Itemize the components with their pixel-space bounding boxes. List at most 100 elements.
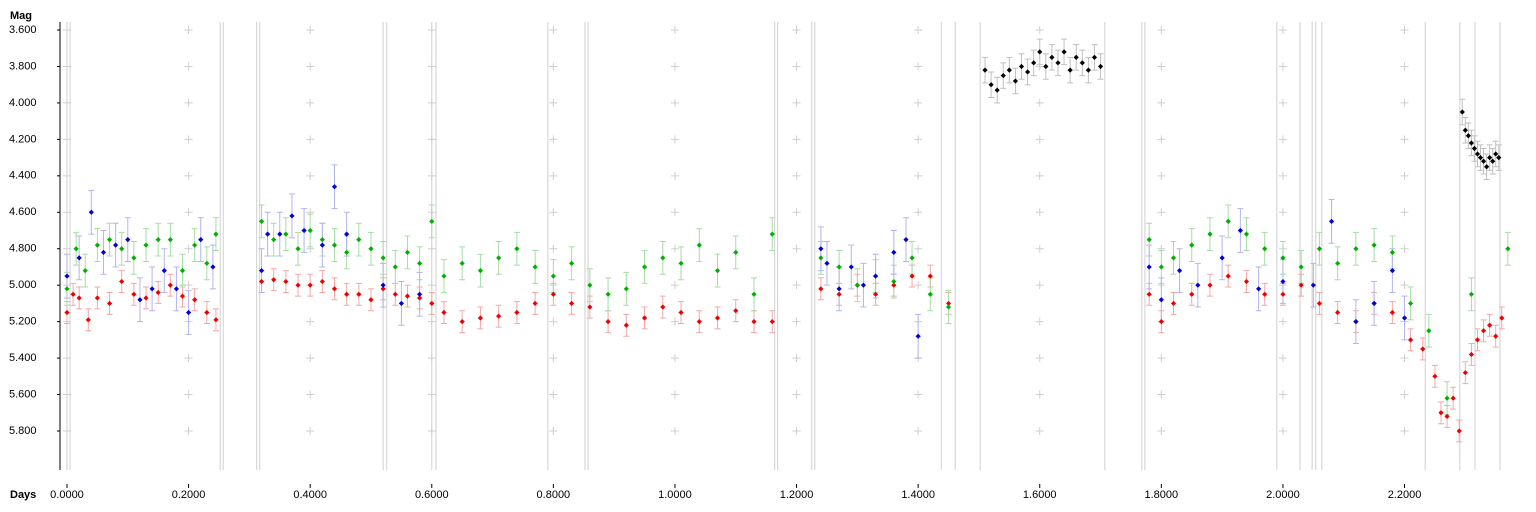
x-tick-label: 1.0000 (658, 489, 692, 501)
grid-cross (1400, 354, 1409, 363)
data-point (1462, 127, 1468, 133)
grid-cross (184, 244, 193, 253)
data-point (1012, 78, 1019, 84)
grid-cross (792, 171, 801, 180)
grid-cross (62, 98, 71, 107)
grid-cross (1278, 171, 1287, 180)
data-point (271, 277, 277, 283)
data-point (392, 264, 398, 270)
data-point (1243, 278, 1250, 285)
y-tick-label: 4.400 (9, 170, 37, 182)
data-point (1176, 268, 1183, 274)
data-point (1189, 242, 1195, 248)
grid-cross (792, 244, 801, 253)
grid-cross (62, 208, 71, 217)
grid-cross (670, 98, 679, 107)
data-point (1256, 286, 1262, 292)
data-point (496, 313, 502, 319)
grid-cross (792, 135, 801, 144)
data-point (1207, 231, 1213, 237)
data-point (289, 213, 295, 219)
data-point (1335, 260, 1341, 266)
grid-cross (306, 171, 315, 180)
data-point (1465, 133, 1471, 139)
grid-cross (549, 26, 558, 35)
data-point (1487, 155, 1493, 161)
data-point (1459, 109, 1465, 115)
x-tick-label: 0.0000 (50, 489, 84, 501)
grid-cross (62, 135, 71, 144)
data-point (623, 286, 629, 292)
data-point (818, 246, 824, 252)
data-point (818, 255, 824, 261)
data-point (860, 282, 867, 288)
grid-cross (670, 426, 679, 435)
grid-cross (1278, 426, 1287, 435)
grid-cross (1157, 98, 1166, 107)
grid-cross (792, 354, 801, 363)
data-point (204, 309, 210, 316)
data-point (1401, 315, 1408, 321)
data-point (1471, 145, 1478, 152)
grid-cross (1400, 98, 1409, 107)
data-point (1031, 60, 1037, 66)
data-point (1018, 63, 1025, 70)
grid-cross (306, 317, 315, 326)
grid-cross (1400, 281, 1409, 290)
grid-cross (1157, 171, 1166, 180)
data-point (623, 322, 629, 328)
grid-cross (792, 62, 801, 71)
grid-cross (306, 426, 315, 435)
data-point (213, 231, 219, 237)
data-point (213, 317, 219, 323)
grid-cross (549, 135, 558, 144)
data-point (307, 282, 313, 288)
data-point (1408, 300, 1414, 307)
grid-cross (914, 426, 923, 435)
y-tick-label: 5.200 (9, 316, 37, 328)
data-point (210, 264, 216, 270)
data-point (331, 184, 338, 190)
data-point (1207, 282, 1213, 288)
data-point (1037, 49, 1043, 55)
y-tick-label: 5.000 (9, 279, 37, 291)
grid-cross (670, 390, 679, 399)
data-point (1505, 246, 1511, 252)
data-point (1158, 319, 1164, 325)
grid-cross (1035, 317, 1044, 326)
data-point (1444, 413, 1450, 420)
data-point (1499, 315, 1505, 321)
data-point (1450, 395, 1456, 401)
data-point (356, 237, 362, 243)
data-point (1432, 373, 1438, 379)
data-point (982, 67, 988, 73)
grid-cross (792, 26, 801, 35)
data-point (404, 293, 411, 299)
data-point (751, 319, 757, 325)
data-point (192, 242, 198, 248)
data-point (1298, 282, 1304, 288)
data-point (271, 237, 277, 243)
data-point (569, 260, 575, 266)
data-point (1316, 246, 1323, 252)
data-point (569, 300, 575, 307)
data-point (836, 286, 842, 292)
data-point (429, 300, 435, 307)
grid-cross (306, 354, 315, 363)
grid-cross (549, 62, 558, 71)
data-point (496, 255, 502, 261)
grid-cross (1035, 171, 1044, 180)
grid-cross (792, 281, 801, 290)
y-tick-label: 3.600 (9, 24, 37, 36)
grid-cross (1157, 390, 1166, 399)
grid-cross (427, 426, 436, 435)
data-point (1389, 249, 1395, 255)
data-point (550, 273, 556, 279)
data-point (1280, 278, 1286, 285)
data-point (265, 231, 271, 237)
data-point (1195, 282, 1201, 288)
grid-cross (914, 244, 923, 253)
data-point (88, 209, 94, 215)
data-point (909, 273, 915, 279)
grid-cross (549, 426, 558, 435)
